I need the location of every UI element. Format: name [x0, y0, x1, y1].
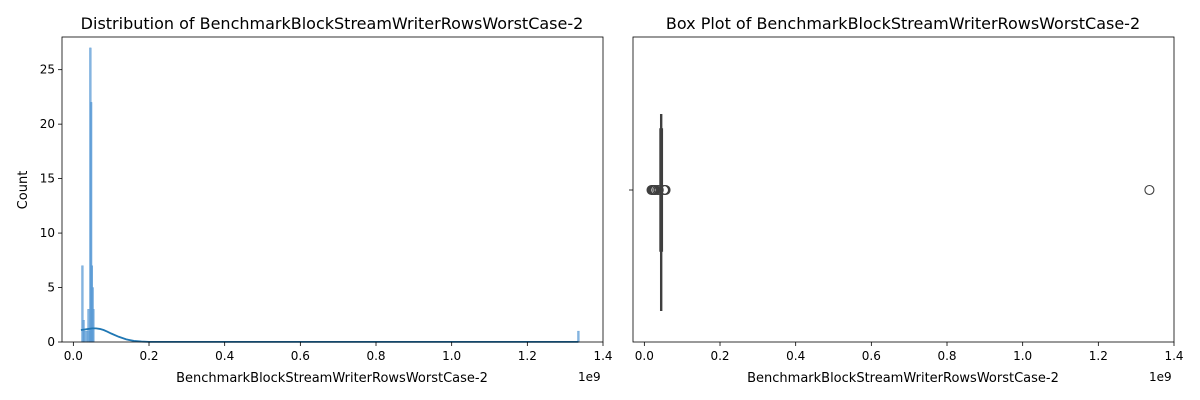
- histogram-bar-2: [83, 330, 86, 343]
- histogram-x-label: BenchmarkBlockStreamWriterRowsWorstCase-…: [176, 371, 488, 386]
- histogram-y-ticks: 0 5 10 15 20 25: [40, 63, 62, 349]
- boxplot-x-tick-label: 0.4: [786, 349, 805, 363]
- histogram-x-tick-label: 0.8: [366, 349, 385, 363]
- boxplot-x-tick-label: 0.0: [635, 349, 654, 363]
- histogram-y-label: Count: [16, 171, 31, 210]
- histogram-bars: [81, 47, 580, 343]
- kde-line: [80, 327, 579, 343]
- histogram-y-tick-label: 20: [40, 117, 55, 131]
- box-outliers: [646, 184, 1155, 196]
- boxplot-x-tick-label: 1.0: [1013, 349, 1032, 363]
- histogram-x-tick-label: 1.2: [518, 349, 537, 363]
- boxplot-x-tick-label: 0.2: [710, 349, 729, 363]
- histogram-x-tick-label: 0.6: [291, 349, 310, 363]
- histogram-bar-11: [577, 330, 580, 343]
- boxplot-title: Box Plot of BenchmarkBlockStreamWriterRo…: [666, 14, 1140, 33]
- histogram-y-tick-label: 5: [47, 281, 55, 295]
- histogram-x-ticks: 0.0 0.2 0.4 0.6 0.8 1.0 1.2 1.4: [64, 342, 613, 363]
- histogram-y-tick-label: 15: [40, 172, 55, 186]
- histogram-x-tick-label: 1.0: [442, 349, 461, 363]
- histogram-axes-frame: [61, 36, 604, 343]
- boxplot-axes-frame: [632, 36, 1175, 343]
- box-outlier-point: [1144, 184, 1155, 196]
- histogram-x-tick-label: 1.4: [593, 349, 612, 363]
- histogram-y-tick-label: 25: [40, 63, 55, 77]
- histogram-x-offset: 1e9: [578, 370, 601, 384]
- boxplot-x-ticks: 0.0 0.2 0.4 0.6 0.8 1.0 1.2 1.4: [635, 342, 1184, 363]
- histogram-panel: Distribution of BenchmarkBlockStreamWrit…: [16, 14, 613, 386]
- histogram-y-tick-label: 0: [47, 335, 55, 349]
- histogram-x-tick-label: 0.0: [64, 349, 83, 363]
- histogram-bar-10: [92, 309, 95, 343]
- boxplot-x-tick-label: 0.8: [937, 349, 956, 363]
- histogram-y-tick-label: 10: [40, 226, 55, 240]
- boxplot-panel: Box Plot of BenchmarkBlockStreamWriterRo…: [629, 14, 1184, 386]
- boxplot-x-tick-label: 1.4: [1164, 349, 1183, 363]
- histogram-x-tick-label: 0.2: [139, 349, 158, 363]
- histogram-title: Distribution of BenchmarkBlockStreamWrit…: [81, 14, 584, 33]
- boxplot-x-label: BenchmarkBlockStreamWriterRowsWorstCase-…: [747, 371, 1059, 386]
- box-outlier-point: [660, 184, 671, 196]
- boxplot-x-tick-label: 0.6: [862, 349, 881, 363]
- boxplot-x-offset: 1e9: [1149, 370, 1172, 384]
- boxplot-x-tick-label: 1.2: [1089, 349, 1108, 363]
- histogram-x-tick-label: 0.4: [215, 349, 234, 363]
- box-plot: [659, 114, 664, 311]
- box-outlier-point: [653, 184, 664, 196]
